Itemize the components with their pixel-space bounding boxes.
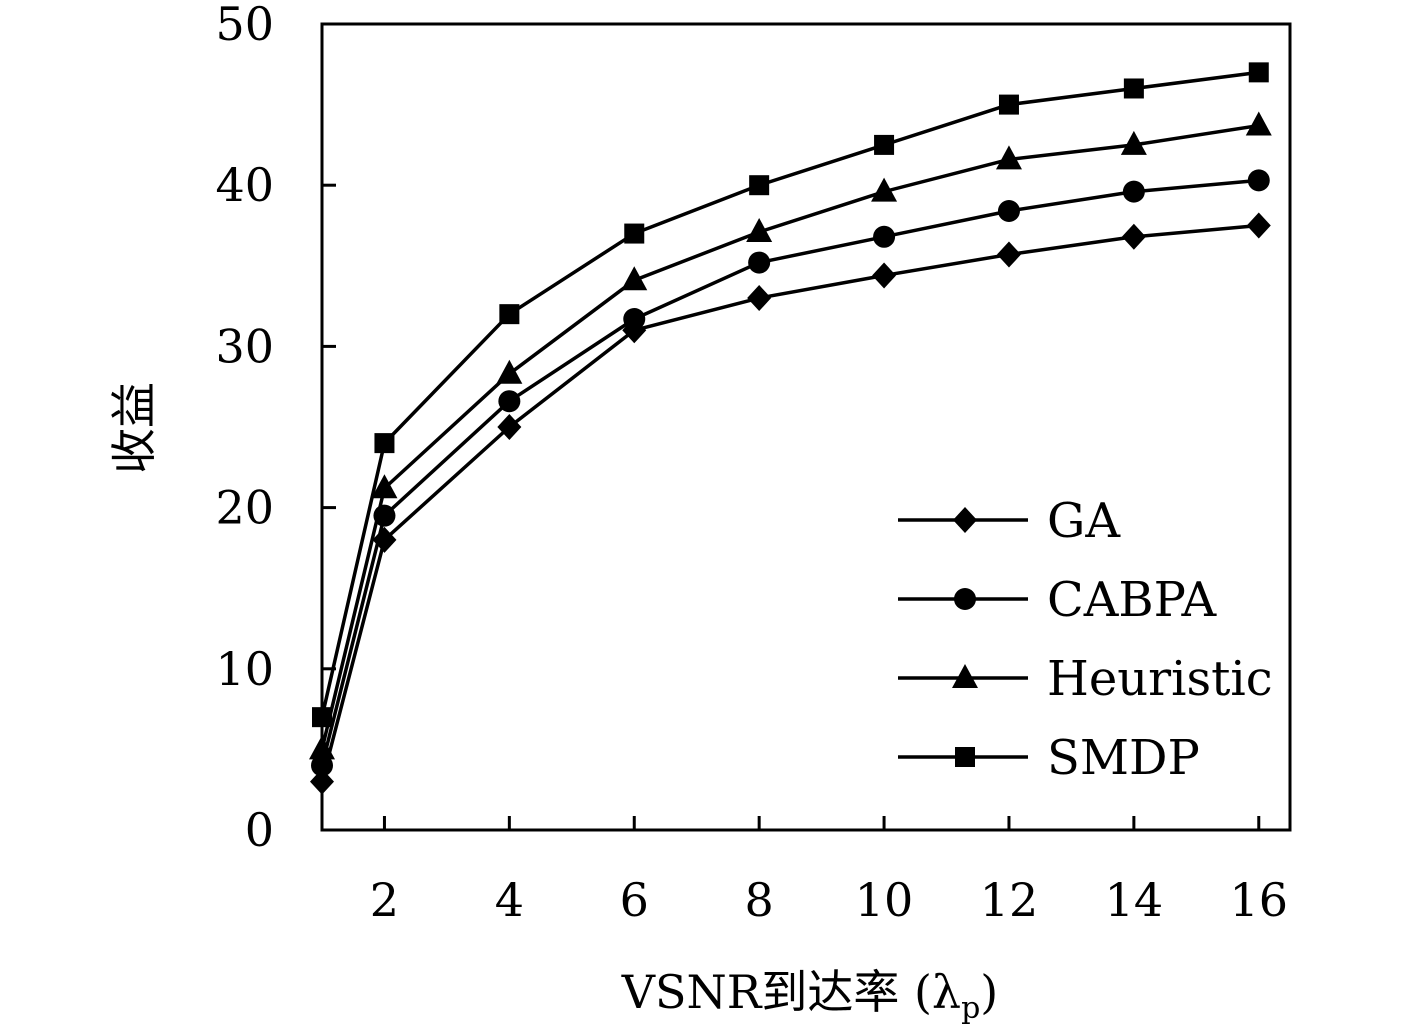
data-point-smdp [874,134,895,155]
x-tick-label: 2 [370,873,399,927]
legend-label-heuristic: Heuristic [1047,651,1273,707]
x-tick-label: 6 [620,873,649,927]
legend-label-smdp: SMDP [1047,730,1200,786]
x-axis-title: VSNR到达率 (λp) [621,965,999,1026]
plot-frame [320,22,1292,832]
data-point-heuristic [1120,130,1147,155]
data-point-cabpa [1122,180,1145,203]
data-point-heuristic [871,177,898,202]
series-cabpa [311,169,1270,777]
data-point-ga [1121,223,1146,250]
legend-item-smdp: SMDP [898,730,1200,786]
data-point-smdp [1123,78,1144,99]
legend-item-ga: GA [898,493,1121,549]
data-point-smdp [998,94,1019,115]
data-point-heuristic [1245,111,1272,136]
y-axis-title: 收益 [107,382,161,474]
x-tick-label: 4 [495,873,524,927]
y-tick-label: 20 [215,481,274,535]
data-point-cabpa [311,754,333,777]
data-point-smdp [312,707,332,728]
data-point-ga [747,285,772,312]
plot-area [320,22,1292,832]
data-point-smdp [1248,62,1269,83]
y-axis: 0 10 20 30 40 50 [215,0,336,857]
data-point-cabpa [748,251,771,274]
legend-marker-heuristic [952,664,978,688]
legend-marker-ga [953,507,977,533]
legend-marker-cabpa [954,588,976,610]
x-tick-label: 16 [1230,873,1289,927]
data-point-heuristic [621,266,648,291]
legend-label-ga: GA [1047,493,1121,549]
data-point-heuristic [496,359,523,384]
series-ga [310,212,1271,795]
data-point-smdp [499,304,520,325]
data-point-ga [497,414,522,440]
legend-item-heuristic: Heuristic [898,651,1273,707]
x-tick-label: 8 [745,873,774,927]
data-point-ga [310,768,334,795]
data-point-cabpa [623,307,646,330]
y-tick-label: 40 [215,158,274,212]
legend-item-cabpa: CABPA [898,572,1218,628]
series-smdp [312,62,1269,728]
x-tick-label: 14 [1105,873,1164,927]
data-point-ga [996,241,1021,268]
legend: GA CABPA Heuristic SMDP [898,493,1273,786]
data-point-smdp [624,223,645,244]
y-tick-label: 30 [215,319,274,373]
data-point-cabpa [498,390,521,413]
data-point-ga [872,262,897,289]
data-point-smdp [374,433,395,454]
x-axis: 2 4 6 8 10 12 14 16 [370,816,1288,927]
series-heuristic [309,111,1272,760]
data-point-cabpa [1247,169,1270,192]
legend-label-cabpa: CABPA [1047,572,1218,628]
data-point-ga [1246,212,1271,239]
data-point-heuristic [371,474,398,499]
y-tick-label: 0 [245,803,274,857]
data-point-smdp [749,175,770,196]
data-point-heuristic [309,735,335,760]
x-tick-label: 12 [980,873,1039,927]
legend-marker-smdp [955,747,975,767]
x-tick-label: 10 [855,873,914,927]
data-point-cabpa [873,225,896,248]
data-point-cabpa [997,199,1020,222]
y-tick-label: 50 [215,0,274,51]
series-layer [309,62,1272,795]
y-tick-label: 10 [215,642,274,696]
data-point-heuristic [746,217,773,242]
data-point-heuristic [995,145,1022,170]
